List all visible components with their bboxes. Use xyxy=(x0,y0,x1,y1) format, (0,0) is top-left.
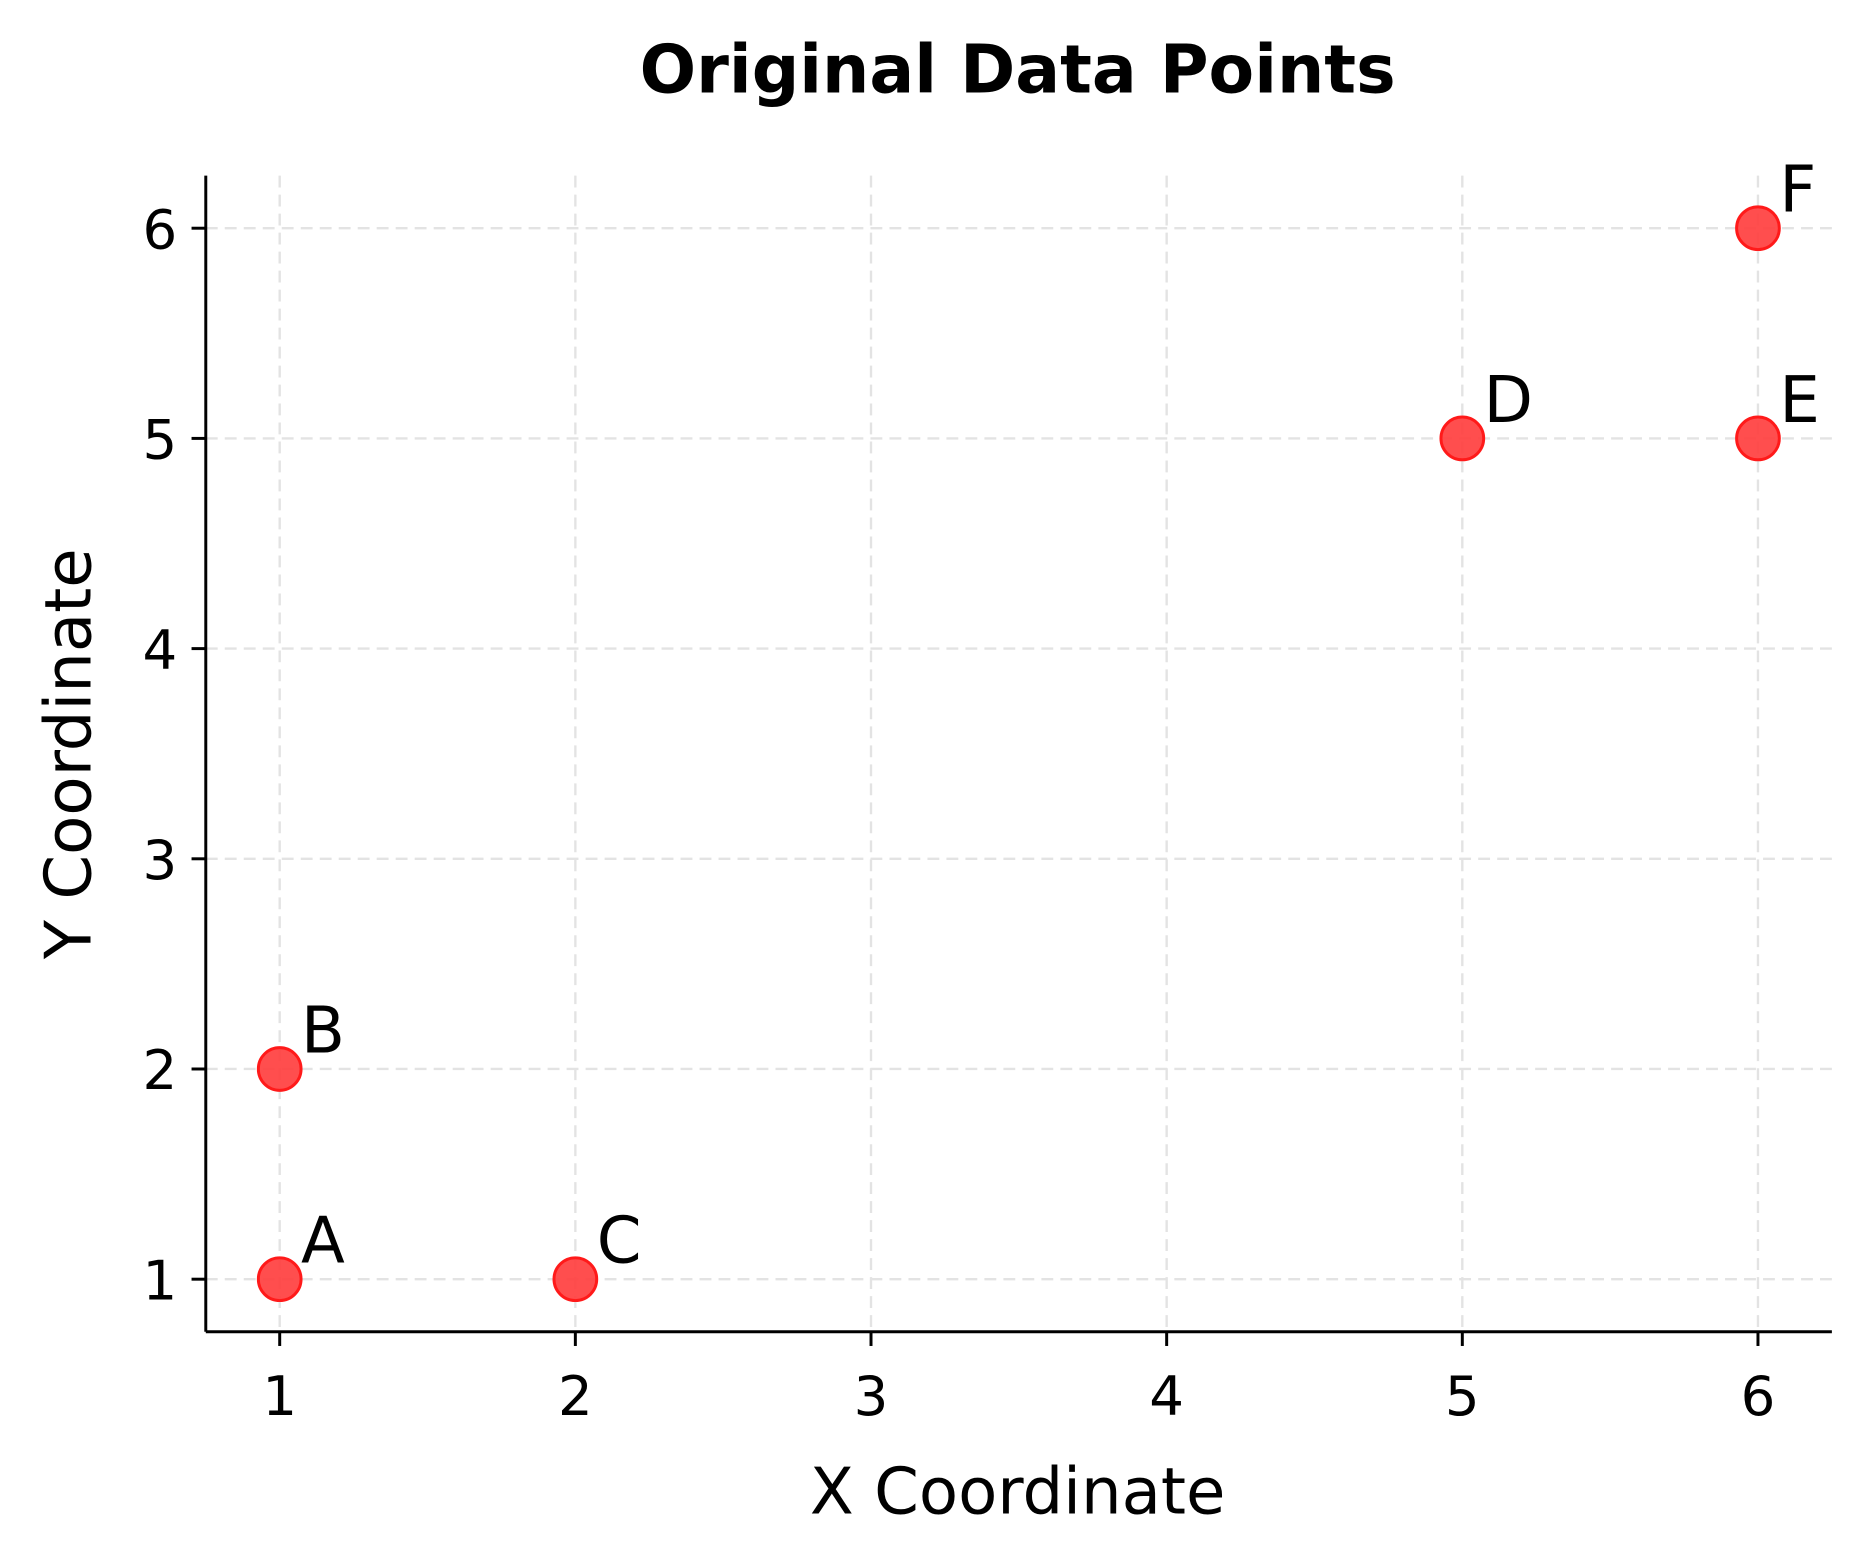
x-tick-label: 5 xyxy=(1445,1364,1480,1428)
axes-spines xyxy=(204,175,1832,1334)
data-point-label: A xyxy=(301,1205,345,1279)
data-points: A B C D E F xyxy=(256,154,1820,1303)
y-tick-label: 6 xyxy=(143,197,178,261)
y-axis-label: Y Coordinate xyxy=(33,548,107,960)
data-point-marker xyxy=(1439,415,1486,462)
x-tick-label: 1 xyxy=(262,1364,297,1428)
y-tick-label: 3 xyxy=(143,828,178,892)
x-axis-ticks: 1 2 3 4 5 6 xyxy=(262,1331,1776,1428)
chart-title: Original Data Points xyxy=(640,31,1396,109)
data-point-label: B xyxy=(301,994,345,1068)
data-point-label: F xyxy=(1779,154,1816,228)
y-tick-label: 1 xyxy=(143,1248,178,1312)
y-tick-label: 5 xyxy=(143,408,178,472)
x-tick-label: 4 xyxy=(1149,1364,1184,1428)
gridlines xyxy=(205,175,1832,1332)
data-point-marker xyxy=(552,1256,599,1303)
x-tick-label: 3 xyxy=(854,1364,889,1428)
x-tick-label: 2 xyxy=(558,1364,593,1428)
data-point-marker xyxy=(1735,415,1781,462)
y-tick-label: 2 xyxy=(143,1038,178,1102)
y-tick-label: 4 xyxy=(143,618,178,682)
data-point-marker xyxy=(256,1046,303,1092)
data-point-marker xyxy=(1735,205,1781,252)
data-point-label: E xyxy=(1779,364,1820,438)
data-point-label: C xyxy=(597,1205,642,1279)
x-tick-label: 6 xyxy=(1741,1364,1776,1428)
y-axis-ticks: 1 2 3 4 5 6 xyxy=(143,197,206,1312)
data-point-marker xyxy=(256,1256,303,1303)
data-point-label: D xyxy=(1484,364,1533,438)
x-axis-label: X Coordinate xyxy=(810,1455,1226,1529)
